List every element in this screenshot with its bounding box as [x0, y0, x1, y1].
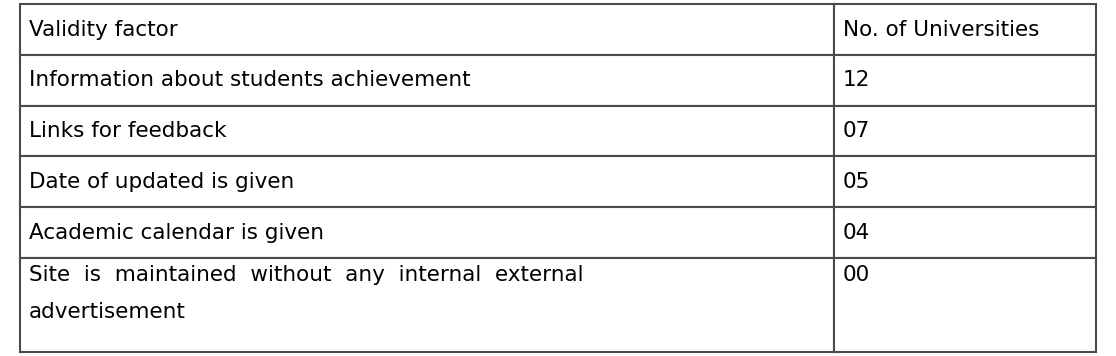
Bar	[20, 55, 835, 106]
Text: Information about students achievement: Information about students achievement	[29, 70, 470, 90]
Bar	[20, 258, 835, 352]
Bar	[835, 4, 1096, 55]
Text: Date of updated is given: Date of updated is given	[29, 172, 294, 192]
Bar	[20, 156, 835, 207]
Bar	[20, 4, 835, 55]
Text: 04: 04	[843, 222, 870, 242]
Bar	[835, 156, 1096, 207]
Text: Academic calendar is given: Academic calendar is given	[29, 222, 324, 242]
Text: Site  is  maintained  without  any  internal  external: Site is maintained without any internal …	[29, 265, 584, 285]
Bar	[835, 258, 1096, 352]
Text: 07: 07	[843, 121, 870, 141]
Bar	[835, 106, 1096, 156]
Text: 12: 12	[843, 70, 870, 90]
Text: 00: 00	[843, 265, 870, 285]
Text: No. of Universities: No. of Universities	[843, 20, 1039, 40]
Text: 05: 05	[843, 172, 870, 192]
Bar	[20, 106, 835, 156]
Bar	[835, 207, 1096, 258]
Bar	[835, 55, 1096, 106]
Text: Validity factor: Validity factor	[29, 20, 177, 40]
Text: advertisement: advertisement	[29, 302, 185, 322]
Bar	[20, 207, 835, 258]
Text: Links for feedback: Links for feedback	[29, 121, 227, 141]
